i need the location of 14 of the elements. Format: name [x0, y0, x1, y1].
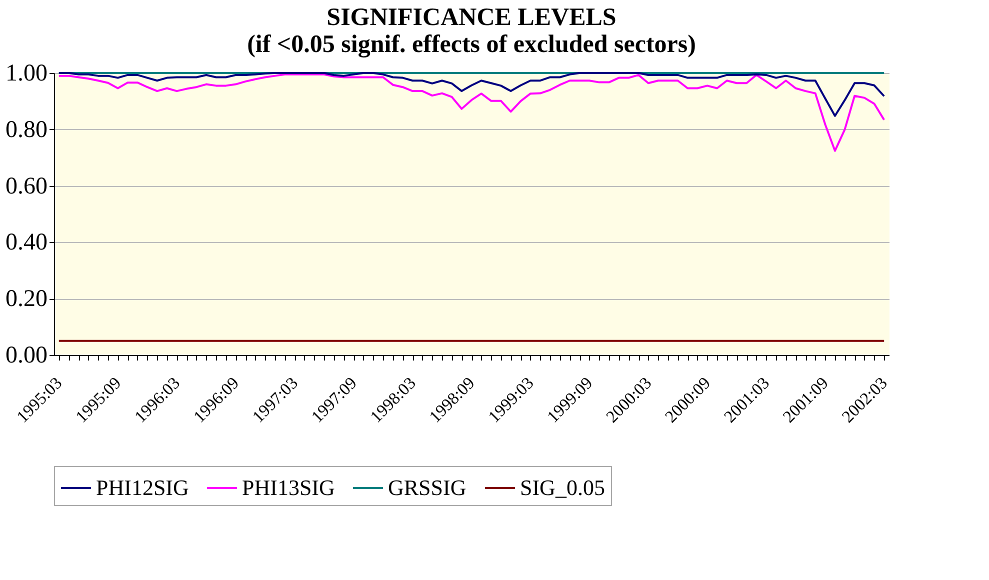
legend-label: PHI13SIG [242, 475, 336, 500]
y-tick-label: 0.40 [6, 230, 48, 256]
text: (if <0.05 signif. effects of excluded sectors) [247, 31, 696, 58]
y-tick-label: 1.00 [6, 60, 48, 86]
legend-label: GRSSIG [388, 475, 466, 500]
y-tick-label: 0.20 [6, 286, 48, 312]
text: SIGNIFICANCE LEVELS [326, 4, 616, 31]
y-tick-label: 0.80 [6, 116, 48, 143]
line-series [58, 72, 886, 117]
legend-label: SIG_0.05 [520, 475, 605, 500]
line-series [58, 73, 886, 152]
y-tick-label: 0.60 [6, 173, 48, 200]
legend-label: PHI12SIG [96, 475, 190, 500]
y-tick-label: 0.00 [6, 342, 48, 368]
